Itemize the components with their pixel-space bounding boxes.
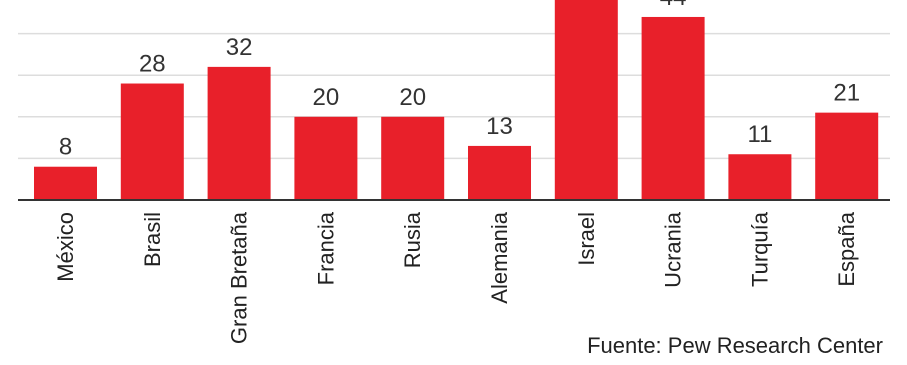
bar-israel [554,0,618,200]
tick-label-brasil: Brasil [140,212,165,267]
bar-francia [294,116,358,200]
bar-ucrania [641,16,705,201]
bar-méxico [34,166,97,200]
bar-alemania [468,145,531,200]
tick-label-rusia: Rusia [400,211,425,268]
bar-rusia [381,116,445,200]
tick-label-francia: Francia [313,211,338,285]
x-tick-labels: México Brasil Gran Bretaña Francia Rusia Alem… [53,211,859,344]
data-label-méxico: 8 [59,134,72,161]
data-label-españa: 21 [833,80,860,107]
bar-brasil [120,83,184,200]
tick-label-alemania: Alemania [487,211,512,303]
bar-turquía [728,154,792,200]
tick-label-israel: Israel [574,212,599,266]
tick-label-méxico: México [53,212,78,282]
data-label-ucrania: 44 [660,0,687,11]
tick-label-ucrania: Ucrania [661,211,686,288]
source-note: Fuente: Pew Research Center [587,333,883,358]
tick-label-gran-bretaña: Gran Bretaña [227,211,252,344]
data-label-alemania: 13 [486,113,513,140]
bar-españa [815,112,879,200]
bar-gran-bretaña [207,66,271,200]
bars [34,0,879,201]
tick-label-turquía: Turquía [747,211,772,287]
data-labels: 8 28 32 20 20 13 44 11 21 [59,0,860,161]
data-label-brasil: 28 [139,51,166,78]
data-label-francia: 20 [313,84,340,111]
data-label-gran-bretaña: 32 [226,34,253,61]
data-label-turquía: 11 [747,121,772,148]
data-label-rusia: 20 [399,84,426,111]
tick-label-españa: España [834,211,859,286]
